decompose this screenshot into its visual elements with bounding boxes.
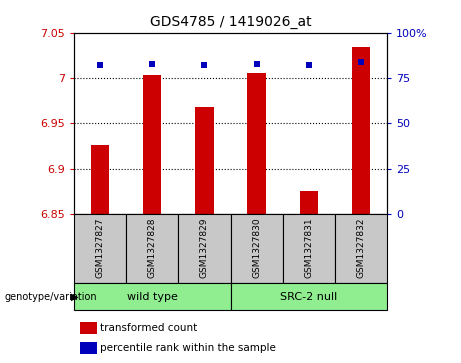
Bar (195, 107, 213, 214)
Bar (352, 47, 370, 214)
Bar (80, 322, 97, 334)
Text: GSM1327832: GSM1327832 (357, 218, 366, 278)
Bar (80, 342, 97, 354)
Text: ▶: ▶ (71, 292, 79, 302)
Text: GSM1327831: GSM1327831 (304, 218, 313, 278)
Bar (230, 214, 283, 283)
Bar (300, 191, 318, 214)
Text: SRC-2 null: SRC-2 null (280, 292, 337, 302)
Text: transformed count: transformed count (100, 323, 198, 333)
Bar (74, 283, 230, 310)
Text: GSM1327830: GSM1327830 (252, 218, 261, 278)
Bar (126, 214, 178, 283)
Title: GDS4785 / 1419026_at: GDS4785 / 1419026_at (150, 15, 311, 29)
Bar (178, 214, 230, 283)
Text: percentile rank within the sample: percentile rank within the sample (100, 343, 276, 352)
Bar (230, 283, 387, 310)
Text: GSM1327827: GSM1327827 (95, 218, 104, 278)
Bar (335, 214, 387, 283)
Bar (283, 214, 335, 283)
Bar (248, 73, 266, 214)
Text: genotype/variation: genotype/variation (5, 292, 97, 302)
Text: GSM1327828: GSM1327828 (148, 218, 157, 278)
Text: GSM1327829: GSM1327829 (200, 218, 209, 278)
Text: wild type: wild type (127, 292, 177, 302)
Bar (91, 145, 109, 214)
Bar (74, 214, 126, 283)
Bar (143, 75, 161, 214)
